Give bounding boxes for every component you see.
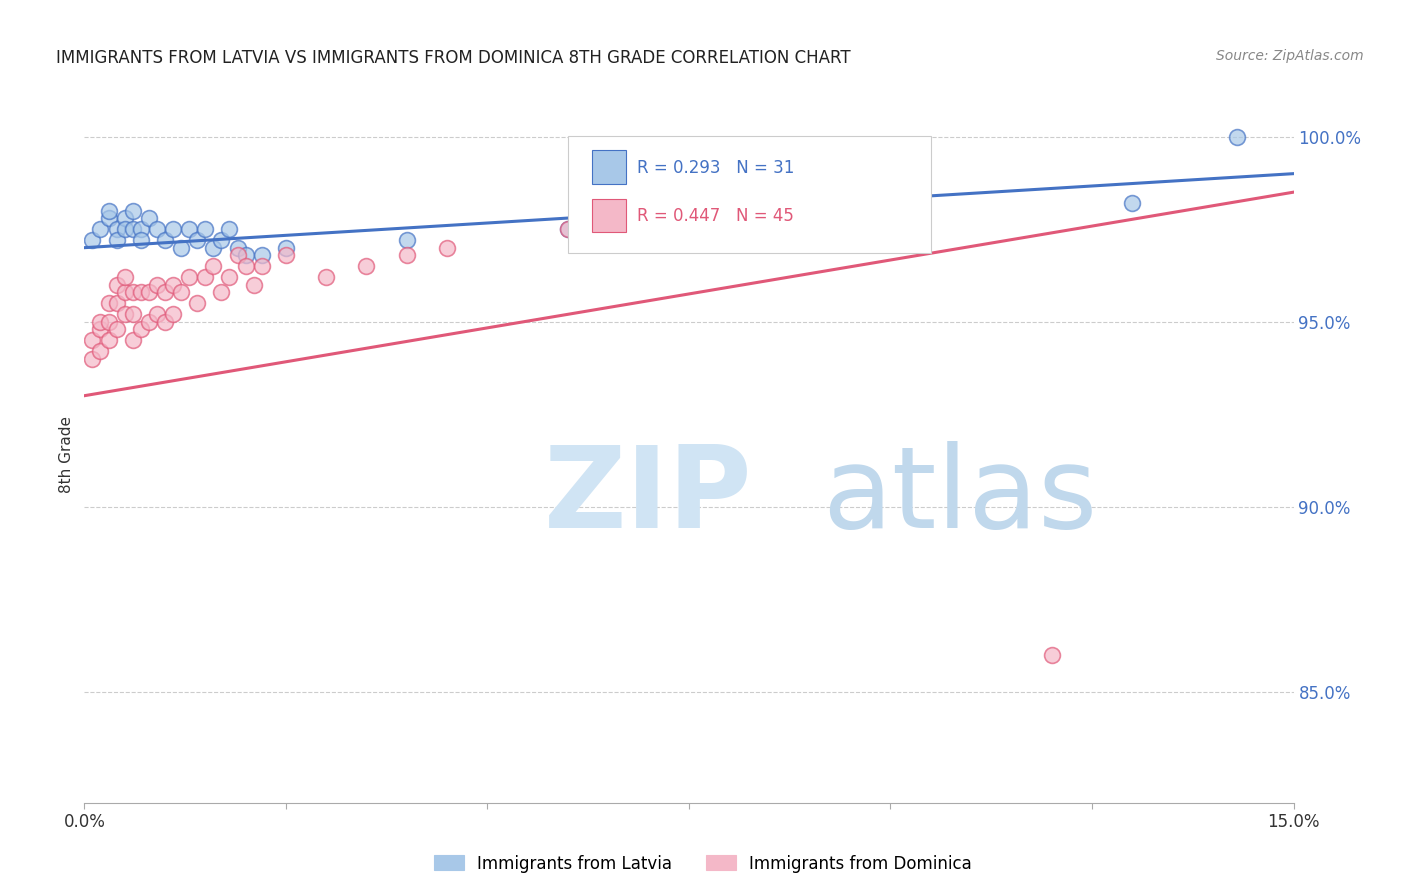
Text: R = 0.293   N = 31: R = 0.293 N = 31 — [637, 159, 794, 177]
Point — [121, 203, 143, 218]
Point — [250, 259, 273, 273]
Point — [97, 296, 120, 310]
Point — [1121, 196, 1143, 211]
Point — [186, 233, 208, 247]
Point — [129, 285, 152, 299]
Point — [105, 277, 128, 292]
Point — [162, 222, 184, 236]
Point — [146, 307, 169, 321]
Point — [121, 222, 143, 236]
Point — [436, 241, 458, 255]
Point — [557, 222, 579, 236]
Point — [97, 203, 120, 218]
Point — [274, 248, 297, 262]
Point — [89, 222, 111, 236]
Point — [146, 277, 169, 292]
Point — [129, 322, 152, 336]
Point — [89, 322, 111, 336]
Point — [179, 222, 201, 236]
Point — [82, 351, 104, 366]
Point — [105, 233, 128, 247]
Bar — [592, 150, 626, 184]
Point — [202, 259, 225, 273]
Point — [129, 222, 152, 236]
Point — [235, 259, 257, 273]
Point — [395, 248, 418, 262]
Point — [114, 270, 136, 285]
Point — [121, 285, 143, 299]
Point — [162, 277, 184, 292]
Point — [82, 333, 104, 347]
Point — [557, 222, 579, 236]
Point — [218, 222, 240, 236]
Point — [121, 333, 143, 347]
Point — [97, 211, 120, 225]
Point — [114, 307, 136, 321]
Point — [218, 270, 240, 285]
Point — [121, 307, 143, 321]
Point — [315, 270, 337, 285]
Point — [1040, 648, 1063, 662]
Point — [395, 233, 418, 247]
Point — [97, 315, 120, 329]
Point — [226, 248, 249, 262]
Point — [179, 270, 201, 285]
Point — [170, 285, 193, 299]
Point — [114, 222, 136, 236]
Point — [274, 241, 297, 255]
Point — [194, 270, 217, 285]
Point — [202, 241, 225, 255]
Point — [97, 333, 120, 347]
Point — [105, 322, 128, 336]
Text: Source: ZipAtlas.com: Source: ZipAtlas.com — [1216, 49, 1364, 63]
Point — [209, 233, 232, 247]
Y-axis label: 8th Grade: 8th Grade — [59, 417, 75, 493]
Bar — [592, 199, 626, 232]
Point — [194, 222, 217, 236]
Text: R = 0.447   N = 45: R = 0.447 N = 45 — [637, 207, 794, 226]
Point — [356, 259, 378, 273]
Point — [138, 211, 160, 225]
Point — [153, 315, 176, 329]
Text: ZIP: ZIP — [544, 442, 752, 552]
Point — [242, 277, 264, 292]
Point — [138, 315, 160, 329]
Point — [186, 296, 208, 310]
Point — [114, 211, 136, 225]
Legend: Immigrants from Latvia, Immigrants from Dominica: Immigrants from Latvia, Immigrants from … — [427, 848, 979, 880]
Point — [105, 222, 128, 236]
Point — [129, 233, 152, 247]
Point — [153, 285, 176, 299]
Point — [226, 241, 249, 255]
Point — [235, 248, 257, 262]
Point — [105, 296, 128, 310]
Point — [153, 233, 176, 247]
Point — [89, 344, 111, 359]
Point — [170, 241, 193, 255]
Point — [162, 307, 184, 321]
Point — [138, 285, 160, 299]
Point — [114, 285, 136, 299]
Point — [250, 248, 273, 262]
Point — [89, 315, 111, 329]
Point — [82, 233, 104, 247]
Text: IMMIGRANTS FROM LATVIA VS IMMIGRANTS FROM DOMINICA 8TH GRADE CORRELATION CHART: IMMIGRANTS FROM LATVIA VS IMMIGRANTS FRO… — [56, 49, 851, 67]
Point — [146, 222, 169, 236]
Point — [209, 285, 232, 299]
Text: atlas: atlas — [823, 442, 1097, 552]
Point — [1226, 129, 1249, 144]
FancyBboxPatch shape — [568, 136, 931, 253]
